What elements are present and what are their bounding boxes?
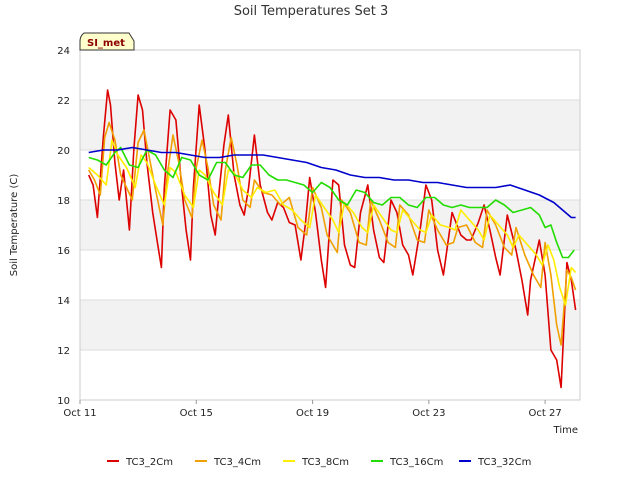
y-tick-label: 12 [57, 346, 70, 357]
series-line-tc3-4cm [88, 121, 577, 346]
x-axis-ticks: Oct 11 Oct 15 Oct 19 Oct 23 Oct 27 [63, 400, 562, 419]
y-axis-label: Soil Temperature (C) [9, 174, 20, 277]
background-band [80, 300, 580, 350]
x-tick-label: Oct 23 [412, 408, 445, 419]
y-tick-label: 10 [57, 396, 70, 407]
x-axis-label: Time [553, 425, 578, 436]
y-tick-label: 14 [57, 296, 70, 307]
legend-label: TC3_32Cm [477, 457, 531, 468]
y-tick-label: 22 [57, 96, 70, 107]
site-badge: SI_met [79, 32, 135, 51]
legend-label: TC3_8Cm [301, 457, 349, 468]
legend-label: TC3_16Cm [389, 457, 443, 468]
x-tick-label: Oct 19 [296, 408, 329, 419]
y-axis-ticks: 10 12 14 16 18 20 22 24 [57, 46, 70, 407]
site-badge-background [79, 32, 135, 51]
series-lines [87, 89, 577, 389]
series-line-tc3-8cm [88, 139, 577, 306]
legend-label: TC3_4Cm [213, 457, 261, 468]
y-tick-label: 20 [57, 146, 70, 157]
legend-label: TC3_2Cm [125, 457, 173, 468]
plot-area-frame [79, 49, 581, 401]
x-tick-label: Oct 15 [180, 408, 213, 419]
background-band [80, 100, 580, 150]
x-tick-label: Oct 27 [529, 408, 562, 419]
y-tick-label: 16 [57, 246, 70, 257]
x-tick-label: Oct 11 [63, 408, 96, 419]
y-tick-label: 24 [57, 46, 70, 57]
series-line-tc3-2cm [87, 89, 577, 389]
site-badge-label: SI_met [87, 38, 125, 49]
series-line-tc3-16cm [88, 146, 575, 259]
legend: TC3_2Cm TC3_4Cm TC3_8Cm TC3_16Cm TC3_32Cm [107, 457, 531, 468]
y-tick-label: 18 [57, 196, 70, 207]
chart-title: Soil Temperatures Set 3 [234, 4, 389, 19]
series-line-tc3-32cm [88, 146, 576, 219]
